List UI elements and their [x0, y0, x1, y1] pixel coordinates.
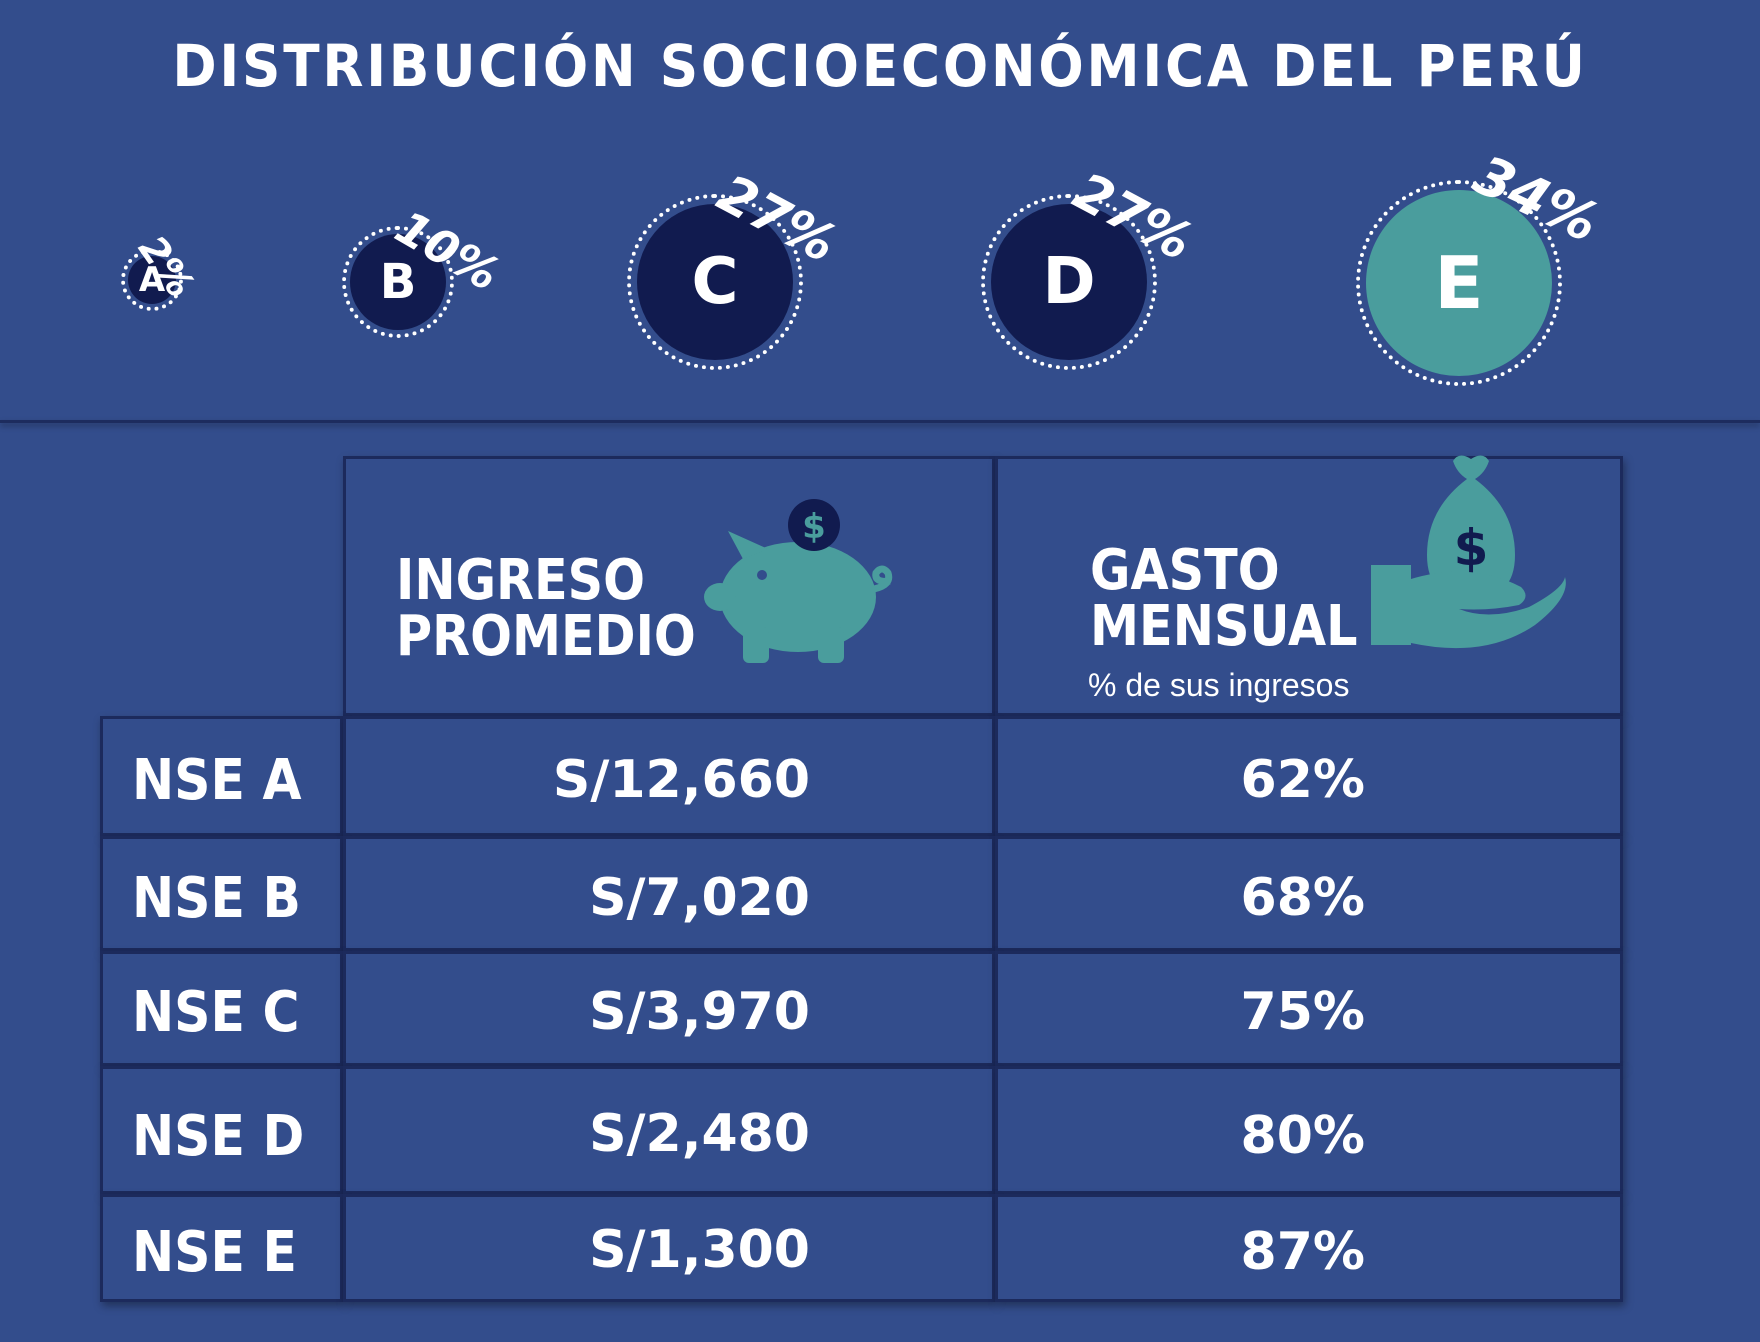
table-row-income-cell	[343, 1066, 995, 1194]
bubble-ring-b	[342, 226, 454, 338]
bubble-b: B	[350, 234, 446, 330]
bubble-ring-c	[627, 194, 803, 370]
header-spend-cell: GASTO MENSUAL % de sus ingresos $	[995, 455, 1623, 716]
segment-bubbles: A 2% B 10% C 27% D 27% E 34%	[0, 0, 1760, 430]
bubble-a: A	[128, 256, 176, 304]
table-row-income-cell	[343, 951, 995, 1066]
row-label-nse-c: NSE C	[132, 980, 300, 1045]
section-divider	[0, 420, 1760, 423]
row-label-nse-e: NSE E	[132, 1220, 297, 1285]
bubble-c: C	[637, 204, 793, 360]
bubble-ring-d	[981, 194, 1157, 370]
spend-value-nse-e: 87%	[1240, 1222, 1365, 1282]
income-value-nse-c: S/3,970	[589, 982, 810, 1042]
bubble-ring-e	[1356, 180, 1562, 386]
bubble-d: D	[991, 204, 1147, 360]
table-row-spend-cell	[995, 951, 1623, 1066]
row-label-nse-a: NSE A	[132, 748, 302, 813]
income-value-nse-b: S/7,020	[589, 868, 810, 928]
table-row-label-cell	[100, 1194, 343, 1302]
header-spend-subtitle: % de sus ingresos	[1088, 667, 1350, 703]
table-row-spend-cell	[995, 716, 1623, 836]
spend-value-nse-a: 62%	[1240, 750, 1365, 810]
spend-value-nse-b: 68%	[1240, 868, 1365, 928]
table-row-spend-cell	[995, 836, 1623, 951]
svg-text:$: $	[1454, 519, 1489, 577]
svg-text:$: $	[802, 507, 826, 547]
table-row-income-cell	[343, 836, 995, 951]
header-income-cell: INGRESO PROMEDIO $	[343, 456, 995, 716]
table-row-label-cell	[100, 716, 343, 836]
piggy-bank-icon: $	[704, 499, 893, 663]
bubble-ring-a	[121, 249, 183, 311]
row-label-nse-d: NSE D	[132, 1104, 305, 1169]
table-row-spend-cell	[995, 1066, 1623, 1194]
bubble-e: E	[1366, 190, 1552, 376]
row-label-nse-b: NSE B	[132, 866, 301, 931]
income-value-nse-a: S/12,660	[552, 750, 810, 810]
header-spend-title: GASTO MENSUAL	[1090, 538, 1358, 659]
money-bag-hand-icon: $	[1371, 455, 1566, 649]
header-income-title: INGRESO PROMEDIO	[396, 548, 696, 669]
income-value-nse-e: S/1,300	[589, 1220, 810, 1280]
table-row-label-cell	[100, 951, 343, 1066]
table-row-income-cell	[343, 716, 995, 836]
table-row-spend-cell	[995, 1194, 1623, 1302]
spend-value-nse-d: 80%	[1240, 1106, 1365, 1166]
spend-value-nse-c: 75%	[1240, 982, 1365, 1042]
income-value-nse-d: S/2,480	[589, 1104, 810, 1164]
table-row-label-cell	[100, 836, 343, 951]
table-row-label-cell	[100, 1066, 343, 1194]
page-title: DISTRIBUCIÓN SOCIOECONÓMICA DEL PERÚ	[172, 32, 1588, 100]
table-row-income-cell	[343, 1194, 995, 1302]
